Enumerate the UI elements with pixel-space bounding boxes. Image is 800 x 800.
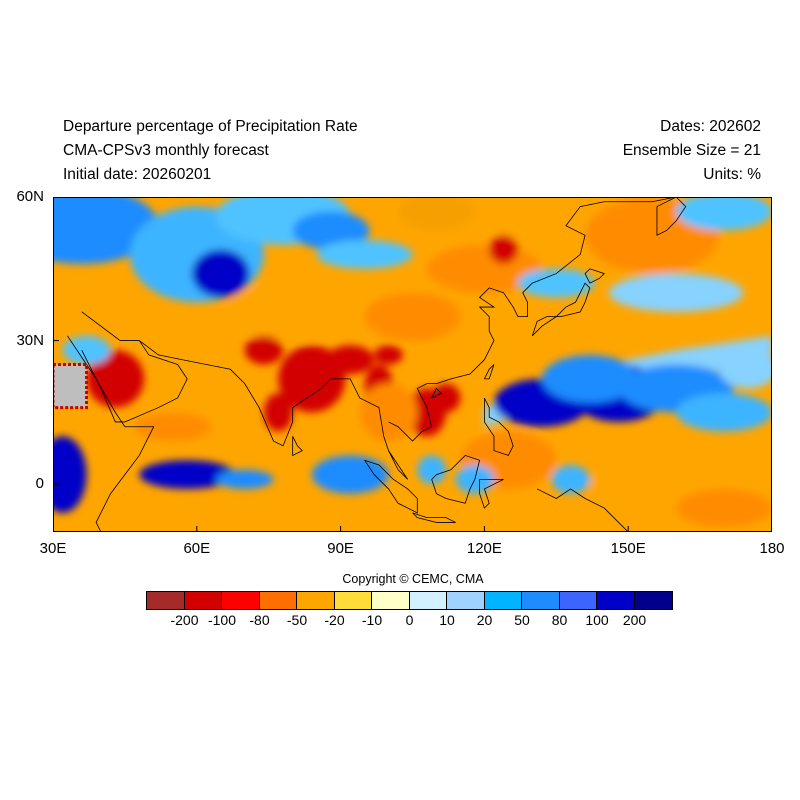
colorbar-label: 200 [622, 612, 647, 628]
coastline [292, 436, 303, 457]
colorbar-label: -200 [170, 612, 199, 628]
anomaly-region [676, 197, 772, 231]
anomaly-region [676, 488, 772, 528]
anomaly-region [139, 460, 236, 489]
anomaly-region [541, 354, 638, 403]
coastline [364, 459, 418, 514]
colorbar-swatch [597, 592, 635, 609]
anomaly-region [676, 393, 772, 432]
units-label: Units: % [703, 166, 761, 183]
anomaly-region [263, 393, 293, 432]
colorbar-swatch [222, 592, 260, 609]
coastline [431, 387, 442, 399]
colorbar-swatch [522, 592, 560, 609]
missing-data-region [53, 363, 89, 410]
anomaly-region [134, 412, 212, 442]
initial-date: Initial date: 20260201 [63, 166, 212, 183]
coastline [483, 397, 514, 456]
anomaly-region [398, 197, 475, 231]
colorbar-swatch [147, 592, 185, 609]
y-tick-label: 0 [35, 475, 44, 493]
map-field [53, 197, 772, 532]
coastline [479, 478, 504, 509]
x-tick-label: 120E [466, 540, 502, 557]
colorbar-label: 80 [551, 612, 568, 628]
x-tick-label: 60E [183, 540, 211, 557]
coastline [431, 454, 481, 504]
anomaly-region [326, 345, 375, 375]
anomaly-region [484, 201, 581, 241]
colorbar-swatch [409, 592, 447, 609]
colorbar-label: -100 [207, 612, 237, 628]
forecast-dates: Dates: 202602 [660, 118, 761, 135]
colorbar-swatch [334, 592, 372, 609]
coastline [412, 512, 456, 523]
colorbar-label: -20 [324, 612, 345, 628]
colorbar-label: 0 [405, 612, 414, 628]
anomaly-region [417, 455, 447, 485]
colorbar-label: 100 [585, 612, 609, 628]
colorbar-label: -10 [361, 612, 383, 628]
y-tick-label: 30N [16, 331, 44, 349]
map-title: Departure percentage of Precipitation Ra… [63, 118, 358, 135]
anomaly-region [517, 268, 595, 298]
coastline [484, 364, 495, 380]
x-tick-label: 30E [39, 540, 67, 557]
colorbar-label: -80 [249, 612, 270, 628]
coastline [531, 282, 591, 337]
y-tick-label: 60N [16, 188, 44, 205]
map-frame [53, 197, 772, 532]
anomaly-region [292, 211, 370, 250]
colorbar-label: 10 [439, 612, 455, 628]
colorbar-swatch [259, 592, 297, 609]
anomaly-region [225, 283, 360, 341]
anomaly-region [53, 436, 87, 513]
colorbar-swatch [297, 592, 335, 609]
anomaly-region [62, 335, 111, 365]
anomaly-region [364, 292, 461, 341]
colorbar-swatch [484, 592, 522, 609]
colorbar-label: 20 [476, 612, 493, 628]
anomaly-region [431, 383, 461, 413]
coastline [81, 311, 188, 423]
anomaly-region [86, 350, 145, 408]
copyright-text: Copyright © CEMC, CMA [342, 572, 484, 586]
coastline [536, 488, 629, 532]
x-tick-label: 150E [610, 540, 646, 557]
anomaly-region [609, 273, 744, 312]
coastline [656, 197, 687, 236]
colorbar-swatch [559, 592, 597, 609]
map-subtitle: CMA-CPSv3 monthly forecast [63, 142, 269, 159]
colorbar-label: -50 [286, 612, 308, 628]
colorbar-swatch [447, 592, 485, 609]
anomaly-region [244, 335, 284, 365]
x-tick-label: 90E [327, 540, 354, 557]
anomaly-region [489, 235, 518, 264]
colorbar-label: 50 [514, 612, 530, 628]
anomaly-region [311, 455, 389, 494]
anomaly-region [551, 465, 590, 494]
anomaly-region [192, 249, 250, 298]
anomaly-region [359, 383, 418, 442]
coastline [388, 197, 677, 442]
colorbar-swatch [372, 592, 410, 609]
colorbar-swatch [184, 592, 222, 609]
colorbar-swatch [634, 592, 672, 609]
colorbar [146, 591, 673, 610]
anomaly-region [316, 240, 413, 269]
anomaly-region [374, 345, 403, 365]
x-tick-label: 180 [759, 540, 785, 557]
ensemble-size: Ensemble Size = 21 [622, 142, 761, 159]
coastline [139, 340, 409, 480]
precipitation-map [53, 197, 772, 532]
coastline [584, 268, 605, 284]
anomaly-region [719, 350, 772, 389]
anomaly-region [215, 469, 274, 489]
